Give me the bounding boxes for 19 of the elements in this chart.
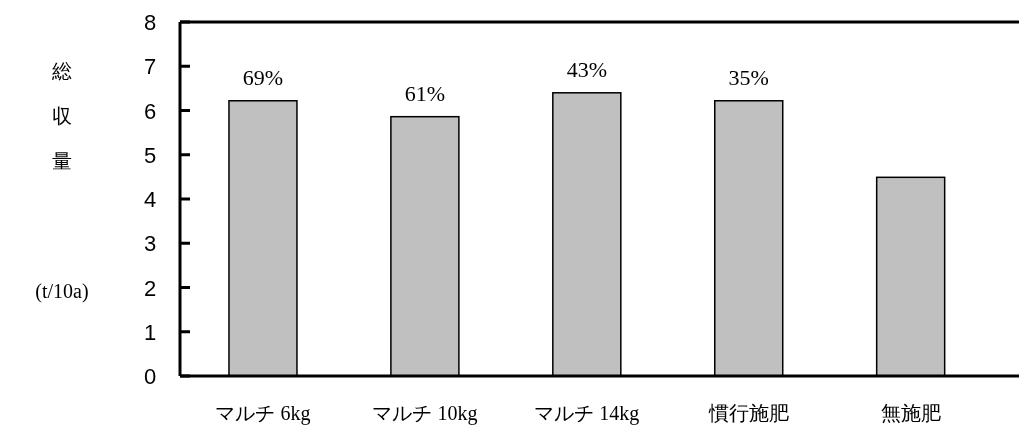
y-tick-label: 4 [143,187,157,212]
x-tick-label: マルチ 14kg [534,402,640,425]
y-tick-label: 2 [143,275,157,301]
y-tick-label: 7 [143,54,157,80]
x-tick-label: 無施肥 [880,402,941,424]
annotation: 35% [728,64,769,90]
annotation: 43% [566,56,607,82]
y-tick-label: 1 [143,319,157,345]
y-tick-label: 3 [143,231,157,257]
annotation: 61% [404,80,446,106]
x-tick-label: マルチ 6kg [215,402,311,425]
annotation: 69% [242,64,284,90]
text: 総収量(t/10a) [35,60,89,302]
y-tick-label: 6 [143,98,157,124]
y-tick-label: 0 [143,364,157,389]
x-tick-label: マルチ 10kg [372,402,478,425]
y-tick-label: 5 [143,142,157,168]
y-tick-label: 8 [143,10,157,35]
x-tick-label: 慣行施肥 [707,402,789,424]
